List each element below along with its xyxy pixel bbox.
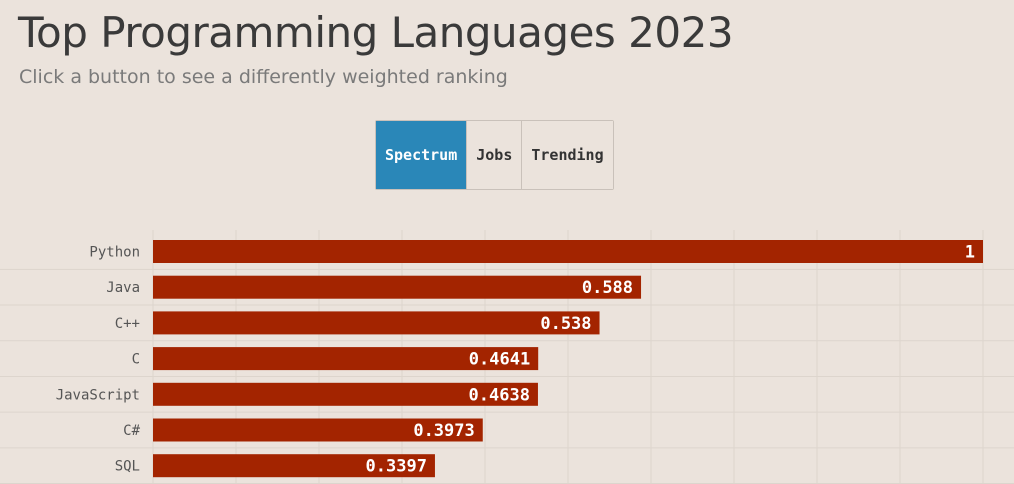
category-label: C++ <box>115 316 140 332</box>
jobs-button[interactable]: Jobs <box>467 121 523 189</box>
category-label: SQL <box>115 459 140 475</box>
bar[interactable] <box>153 311 600 335</box>
spectrum-button[interactable]: Spectrum <box>376 121 468 189</box>
bar[interactable] <box>153 454 435 478</box>
value-label: 0.4638 <box>469 385 530 405</box>
category-label: C# <box>123 423 140 439</box>
ranking-bar-chart: Python 1 Java 0.588 C++ 0.538 C 0.4641 JavaScrip… <box>0 230 1014 484</box>
category-label: Java <box>106 280 140 296</box>
bar[interactable] <box>153 418 483 442</box>
category-label: Python <box>89 245 140 261</box>
ranking-chart: Python 1 Java 0.588 C++ 0.538 C 0.4641 JavaScrip… <box>0 220 1014 484</box>
bar[interactable] <box>153 347 539 371</box>
value-label: 0.3973 <box>413 421 474 441</box>
value-label: 0.4641 <box>469 350 530 370</box>
bar[interactable] <box>153 382 538 406</box>
value-label: 1 <box>965 243 975 263</box>
category-label: JavaScript <box>56 387 140 403</box>
page-subtitle: Click a button to see a differently weig… <box>19 66 508 88</box>
value-label: 0.538 <box>540 314 591 334</box>
value-label: 0.3397 <box>366 457 427 477</box>
bar[interactable] <box>153 240 983 263</box>
trending-button[interactable]: Trending <box>522 121 613 189</box>
page-title: Top Programming Languages 2023 <box>18 8 734 57</box>
category-label: C <box>132 352 140 368</box>
value-label: 0.588 <box>582 278 633 298</box>
ranking-button-group: Spectrum Jobs Trending <box>375 120 614 190</box>
bar[interactable] <box>153 275 642 299</box>
